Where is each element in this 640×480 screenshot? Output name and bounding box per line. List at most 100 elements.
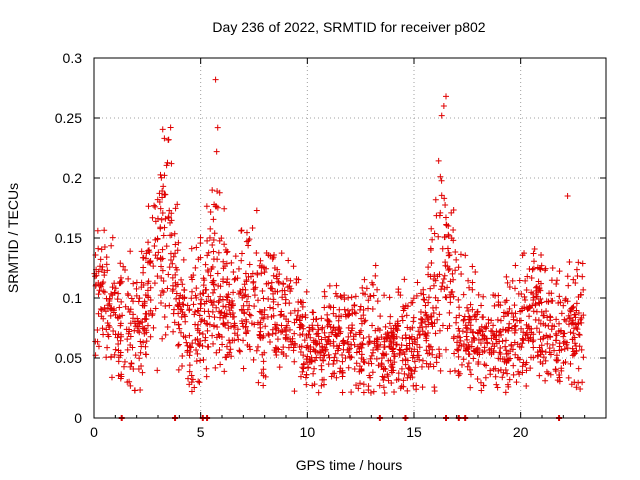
data-point [494, 316, 501, 323]
data-point [449, 270, 456, 277]
data-point [275, 278, 282, 285]
data-point [530, 258, 537, 265]
data-point [167, 232, 174, 239]
data-point [336, 368, 343, 375]
data-point [175, 310, 182, 317]
data-point [339, 389, 346, 396]
data-point [382, 331, 389, 338]
data-point [245, 293, 252, 300]
data-point [231, 276, 238, 283]
data-point [558, 310, 565, 317]
data-point [188, 372, 195, 379]
data-point [580, 286, 587, 293]
data-point [566, 315, 573, 322]
data-point [395, 289, 402, 296]
data-point [576, 332, 583, 339]
data-point [348, 294, 355, 301]
data-point [438, 286, 445, 293]
data-point [268, 279, 275, 286]
data-point [247, 346, 254, 353]
data-point [140, 325, 147, 332]
data-point [275, 301, 282, 308]
data-point [253, 207, 260, 214]
data-point [318, 336, 325, 343]
data-point [303, 381, 310, 388]
data-point [136, 329, 143, 336]
data-point [378, 363, 385, 370]
data-point [528, 289, 535, 296]
data-point [131, 327, 138, 334]
data-point [338, 313, 345, 320]
data-point [436, 271, 443, 278]
data-point [336, 342, 343, 349]
data-point [513, 379, 520, 386]
data-point [94, 326, 101, 333]
data-point [424, 350, 431, 357]
data-point [483, 362, 490, 369]
data-point [346, 353, 353, 360]
data-point [510, 362, 517, 369]
data-point [523, 367, 530, 374]
data-point [429, 304, 436, 311]
data-point [472, 269, 479, 276]
data-point [165, 214, 172, 221]
data-point [209, 302, 216, 309]
data-point [345, 294, 352, 301]
data-point [351, 301, 358, 308]
data-point [427, 361, 434, 368]
data-point [224, 319, 231, 326]
data-point [565, 374, 572, 381]
data-point [215, 299, 222, 306]
data-point [411, 358, 418, 365]
data-point [127, 382, 134, 389]
data-point [334, 293, 341, 300]
data-point [303, 344, 310, 351]
data-point [209, 242, 216, 249]
data-point [553, 316, 560, 323]
data-point [92, 338, 99, 345]
data-point [373, 335, 380, 342]
data-point [278, 250, 285, 257]
data-point [115, 372, 122, 379]
data-point [161, 314, 168, 321]
data-point [389, 346, 396, 353]
data-point [314, 322, 321, 329]
data-point [578, 346, 585, 353]
data-point [278, 311, 285, 318]
data-point [516, 277, 523, 284]
data-point [142, 316, 149, 323]
data-point [488, 317, 495, 324]
data-point [561, 316, 568, 323]
data-point [546, 345, 553, 352]
data-point [165, 136, 172, 143]
data-point [115, 290, 122, 297]
data-point [353, 382, 360, 389]
data-point [333, 313, 340, 320]
data-point [186, 368, 193, 375]
data-point [447, 299, 454, 306]
data-point [564, 193, 571, 199]
data-point [432, 196, 439, 203]
data-point [157, 224, 164, 231]
data-point [346, 346, 353, 353]
data-point [462, 252, 469, 259]
data-point [527, 365, 534, 372]
data-point [441, 195, 448, 202]
data-point [250, 278, 257, 285]
data-point [121, 358, 128, 365]
data-point [154, 367, 161, 374]
data-point [203, 203, 210, 210]
data-point [318, 382, 325, 389]
data-point [280, 344, 287, 351]
data-point [142, 351, 149, 358]
data-point [349, 306, 356, 313]
data-point [272, 324, 279, 331]
data-point [470, 347, 477, 354]
data-point [396, 351, 403, 358]
data-point [211, 314, 218, 321]
data-point [226, 337, 233, 344]
data-point [322, 346, 329, 353]
data-point [453, 314, 460, 321]
data-point [97, 306, 104, 313]
